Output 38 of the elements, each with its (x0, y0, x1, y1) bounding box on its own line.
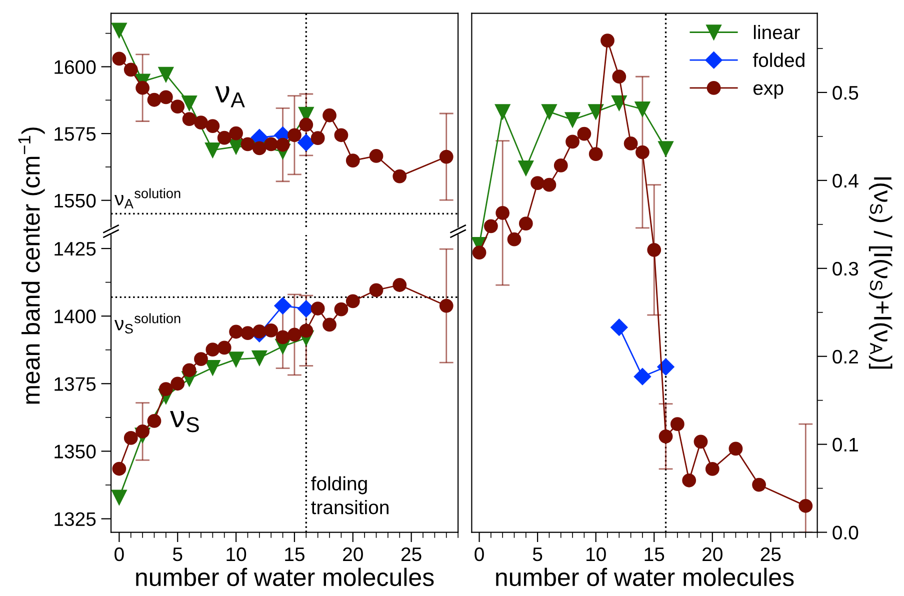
y-tick-label: 0.3 (832, 262, 858, 276)
y-tick-label: 0.0 (832, 526, 858, 540)
y-axis-title: I(ν$_{S}$) / [I(ν$_{S}$)+I(ν$_{A}$)] (868, 177, 892, 369)
x-tick-label: 25 (401, 547, 422, 562)
y-tick-label: 1575 (54, 127, 96, 141)
x-tick-label: 5 (532, 548, 542, 562)
x-tick-label: 10 (226, 547, 246, 562)
y-tick-label: 0.2 (832, 350, 858, 364)
legend-label: exp (753, 84, 784, 99)
x-tick-label: 5 (172, 548, 182, 562)
y-tick-label: 0.5 (832, 86, 858, 100)
annotation: folding transition (311, 476, 388, 514)
x-tick-label: 0 (114, 547, 124, 562)
y-tick-label: 1425 (54, 242, 96, 256)
x-tick-label: 15 (644, 548, 664, 562)
annotation: ν$_{S}$$^{solution}$ (114, 313, 180, 334)
x-tick-label: 25 (760, 547, 781, 562)
annotation: ν$_{A}$ (215, 86, 245, 108)
annotation: ν$_{A}$$^{solution}$ (114, 188, 180, 208)
legend-label: folded (752, 52, 804, 68)
annotation: ν$_{S}$ (170, 411, 199, 432)
legend-label: linear (754, 24, 800, 40)
y-tick-label: 1350 (54, 444, 96, 458)
y-tick-label: 1600 (54, 60, 96, 74)
y-tick-label: 1325 (54, 512, 96, 526)
y-tick-label: 1550 (54, 194, 96, 208)
x-tick-label: 20 (702, 547, 722, 562)
x-axis-title: number of water molecules (496, 568, 794, 586)
y-axis-title: mean band center (cm$^{−1}$) (18, 128, 45, 404)
x-tick-label: 10 (586, 547, 606, 562)
x-tick-label: 0 (474, 547, 484, 562)
y-tick-label: 0.1 (832, 438, 858, 452)
x-tick-label: 20 (343, 547, 363, 562)
y-tick-label: 1400 (54, 310, 96, 324)
y-tick-label: 0.4 (832, 174, 858, 188)
x-axis-title: number of water molecules (136, 568, 434, 586)
y-tick-label: 1375 (54, 377, 96, 391)
x-tick-label: 15 (285, 548, 304, 562)
